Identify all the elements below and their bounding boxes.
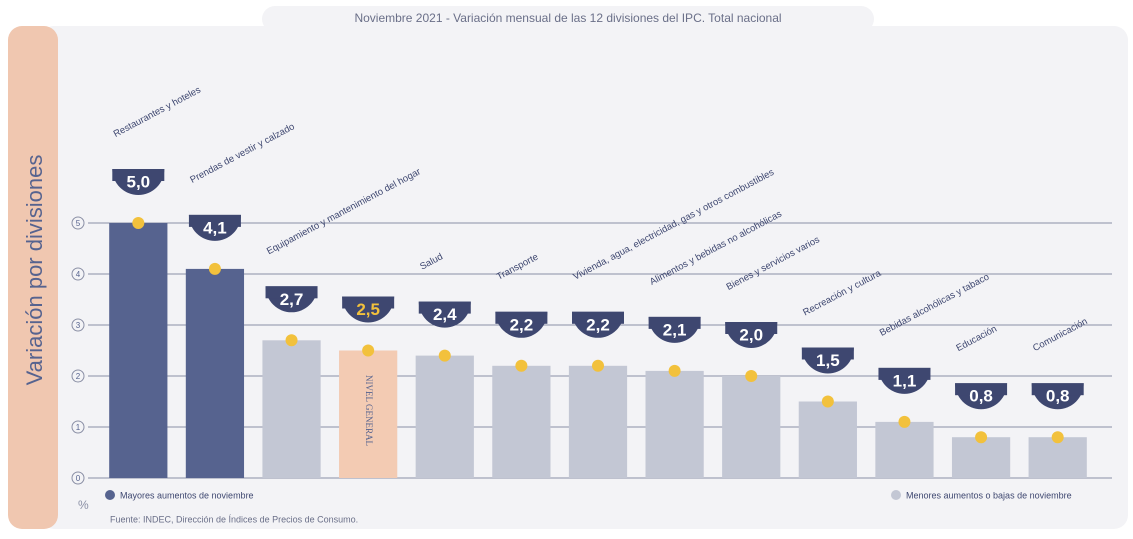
value-label: 4,1 (203, 218, 227, 237)
bar (646, 371, 704, 478)
legend-label: Mayores aumentos de noviembre (120, 490, 254, 500)
y-tick-label: 1 (76, 423, 81, 432)
value-label: 1,1 (893, 371, 917, 390)
value-label: 0,8 (1046, 387, 1070, 406)
chart-title: Noviembre 2021 - Variación mensual de la… (354, 11, 781, 25)
y-tick-label: 0 (76, 474, 81, 483)
value-dot (439, 350, 451, 362)
bar (416, 356, 474, 478)
value-dot (209, 263, 221, 275)
value-dot (286, 334, 298, 346)
bar (262, 340, 320, 478)
value-label: 2,1 (663, 320, 687, 339)
y-tick-label: 5 (76, 219, 81, 228)
y-tick-label: 3 (76, 321, 81, 330)
bar (952, 437, 1010, 478)
value-label: 1,5 (816, 351, 840, 370)
value-label: 2,2 (586, 315, 610, 334)
value-dot (975, 431, 987, 443)
bar (799, 402, 857, 479)
value-dot (362, 345, 374, 357)
value-dot (822, 396, 834, 408)
bar (722, 376, 780, 478)
unit-label: % (78, 498, 89, 512)
value-dot (132, 217, 144, 229)
value-dot (745, 370, 757, 382)
chart: Noviembre 2021 - Variación mensual de la… (0, 0, 1133, 534)
value-label: 2,5 (356, 300, 380, 319)
y-tick-label: 2 (76, 372, 81, 381)
bar (109, 223, 167, 478)
y-tick-label: 4 (76, 270, 81, 279)
value-dot (592, 360, 604, 372)
value-label: 2,7 (280, 290, 304, 309)
value-label: 5,0 (126, 172, 150, 191)
legend-swatch (891, 490, 901, 500)
y-axis-label: Variación por divisiones (22, 155, 47, 386)
value-label: 2,2 (510, 315, 534, 334)
legend-swatch (105, 490, 115, 500)
legend-label: Menores aumentos o bajas de noviembre (906, 490, 1072, 500)
value-label: 0,8 (969, 387, 993, 406)
bar (875, 422, 933, 478)
value-dot (669, 365, 681, 377)
value-dot (1052, 431, 1064, 443)
value-dot (898, 416, 910, 428)
bar (1029, 437, 1087, 478)
bar (186, 269, 244, 478)
source: Fuente: INDEC, Dirección de Índices de P… (110, 514, 358, 524)
value-dot (515, 360, 527, 372)
bar (492, 366, 550, 478)
value-label: 2,4 (433, 305, 457, 324)
value-label: 2,0 (739, 325, 763, 344)
bar (569, 366, 627, 478)
category-label: NIVEL GENERAL (364, 375, 374, 446)
